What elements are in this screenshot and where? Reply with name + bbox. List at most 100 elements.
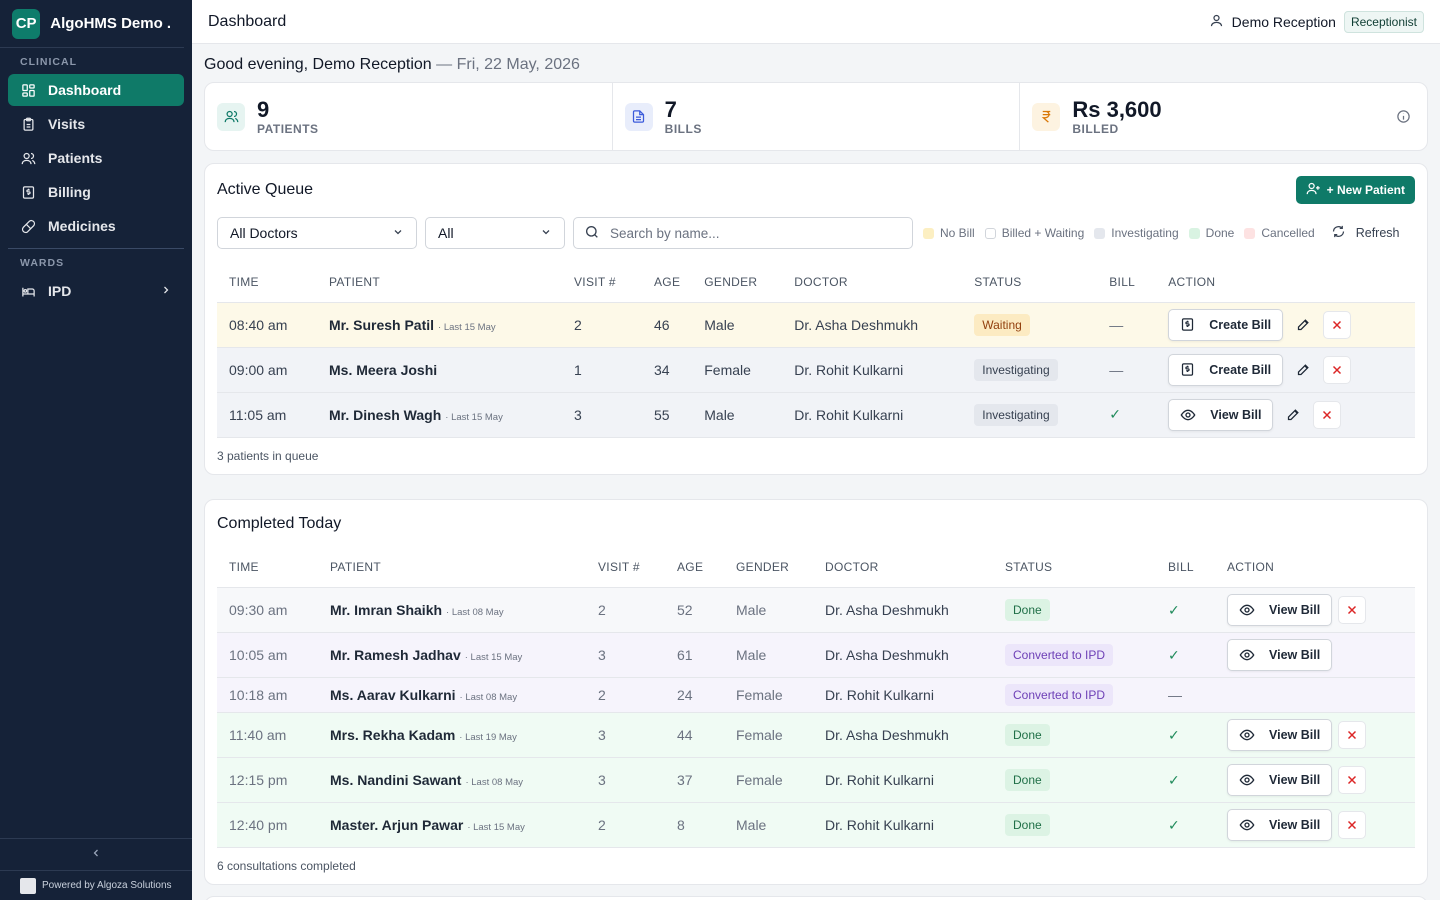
status-badge: Investigating xyxy=(974,403,1058,426)
user-plus-icon xyxy=(1306,181,1321,199)
close-icon xyxy=(1333,365,1342,374)
cancel-button[interactable] xyxy=(1323,355,1352,384)
new-patient-button[interactable]: + New Patient xyxy=(1295,176,1415,204)
sidebar-item-medicines[interactable]: Medicines xyxy=(8,210,184,242)
sidebar-item-patients[interactable]: Patients xyxy=(8,142,184,174)
visit-cell: 3 xyxy=(586,632,665,678)
table-row[interactable]: 11:40 am Mrs. Rekha Kadam · Last 19 May 3… xyxy=(217,712,1415,758)
last-visit: · Last 15 May xyxy=(445,411,503,423)
refresh-button[interactable]: Refresh xyxy=(1331,224,1400,242)
visit-cell: 3 xyxy=(586,757,665,803)
legend-swatch xyxy=(1188,227,1200,239)
age-cell: 34 xyxy=(642,347,693,393)
cancel-button[interactable] xyxy=(1338,811,1367,839)
section-label-wards: WARDS xyxy=(20,257,65,269)
edit-button[interactable] xyxy=(1289,356,1317,384)
create-bill-button[interactable]: Create Bill xyxy=(1168,353,1284,386)
table-row[interactable]: 10:18 am Ms. Aarav Kulkarni · Last 08 May… xyxy=(217,677,1415,713)
patient-cell: Mr. Ramesh Jadhav · Last 15 May xyxy=(318,632,586,678)
doctor-select[interactable]: All Doctors xyxy=(217,217,417,249)
patient-name: Ms. Aarav Kulkarni xyxy=(330,687,456,703)
last-visit: · Last 08 May xyxy=(465,777,524,788)
doctor-cell: Dr. Asha Deshmukh xyxy=(813,632,993,678)
cancel-button[interactable] xyxy=(1313,400,1342,429)
gender-cell: Male xyxy=(692,302,783,348)
chevron-down-icon xyxy=(392,225,404,241)
stat-label: PATIENTS xyxy=(257,121,319,136)
cancel-button[interactable] xyxy=(1323,310,1352,339)
sidebar-item-label: Medicines xyxy=(48,218,116,234)
doctor-cell: Dr. Rohit Kulkarni xyxy=(782,347,963,393)
table-row[interactable]: 12:40 pm Master. Arjun Pawar · Last 15 Ma… xyxy=(217,802,1415,848)
last-visit: · Last 19 May xyxy=(459,732,517,743)
view-bill-button[interactable]: View Bill xyxy=(1227,639,1333,671)
legend-label: Cancelled xyxy=(1261,226,1315,240)
brand[interactable]: CP AlgoHMS Demo ... xyxy=(0,0,184,48)
sidebar-item-billing[interactable]: Billing xyxy=(8,176,184,208)
visit-cell: 3 xyxy=(562,392,642,438)
active-queue-card: Active Queue + New Patient All Doctors A… xyxy=(204,163,1428,475)
chevron-down-icon xyxy=(540,225,552,241)
table-row[interactable]: 09:00 am Ms. Meera Joshi 1 34 Female Dr.… xyxy=(217,347,1415,393)
view-bill-button[interactable]: View Bill xyxy=(1227,719,1333,751)
sidebar-item-ipd[interactable]: IPD xyxy=(8,275,184,307)
age-cell: 24 xyxy=(665,677,724,713)
search-input[interactable]: Search by name... xyxy=(573,217,913,249)
status-cell: Done xyxy=(993,757,1156,803)
patient-cell: Ms. Aarav Kulkarni · Last 08 May xyxy=(318,677,586,713)
collapse-sidebar-button[interactable] xyxy=(0,838,192,870)
stat-value: Rs 3,600 xyxy=(1072,96,1162,122)
view-bill-button[interactable]: View Bill xyxy=(1168,398,1274,431)
view-bill-button[interactable]: View Bill xyxy=(1227,594,1333,626)
view-bill-button[interactable]: View Bill xyxy=(1227,809,1333,841)
view-bill-button[interactable]: View Bill xyxy=(1227,764,1333,796)
table-row[interactable]: 10:05 am Mr. Ramesh Jadhav · Last 15 May … xyxy=(217,632,1415,678)
edit-button[interactable] xyxy=(1289,311,1317,339)
pencil-icon xyxy=(1287,409,1299,421)
create-bill-button[interactable]: Create Bill xyxy=(1168,308,1284,341)
patient-cell: Ms. Meera Joshi xyxy=(317,347,562,393)
chevron-left-icon xyxy=(90,846,102,864)
eye-icon xyxy=(1239,817,1255,833)
completed-today-card: Completed Today TIME PATIENT VISIT # AGE… xyxy=(204,498,1428,885)
status-badge: Done xyxy=(1005,769,1050,791)
patient-name: Ms. Meera Joshi xyxy=(329,361,438,378)
action-cell: View Bill xyxy=(1215,757,1415,803)
table-row[interactable]: 08:40 am Mr. Suresh Patil · Last 15 May 2… xyxy=(217,302,1415,348)
doctor-cell: Dr. Asha Deshmukh xyxy=(813,587,993,633)
sidebar-item-label: Billing xyxy=(48,184,91,200)
column-header: ACTION xyxy=(1156,262,1415,303)
status-select-value: All xyxy=(438,225,454,241)
card-title: Active Queue xyxy=(217,181,314,198)
document-icon xyxy=(624,102,653,131)
status-select[interactable]: All xyxy=(425,217,565,249)
edit-button[interactable] xyxy=(1279,401,1307,429)
cancel-button[interactable] xyxy=(1338,596,1367,624)
table-row[interactable]: 09:30 am Mr. Imran Shaikh · Last 08 May 2… xyxy=(217,587,1415,633)
visit-cell: 2 xyxy=(562,302,642,348)
patient-name: Mr. Dinesh Wagh xyxy=(329,406,442,423)
age-cell: 8 xyxy=(665,802,724,848)
sidebar-item-visits[interactable]: Visits xyxy=(8,108,184,140)
age-cell: 52 xyxy=(665,587,724,633)
user-menu[interactable]: Demo Reception Receptionist xyxy=(1209,10,1424,33)
active-queue-table: TIME PATIENT VISIT # AGE GENDER DOCTOR S… xyxy=(217,262,1415,438)
button-label: View Bill xyxy=(1269,603,1321,617)
table-row[interactable]: 12:15 pm Ms. Nandini Sawant · Last 08 May… xyxy=(217,757,1415,803)
info-icon[interactable] xyxy=(1396,109,1411,129)
time-cell: 12:15 pm xyxy=(217,757,318,803)
sidebar-item-dashboard[interactable]: Dashboard xyxy=(8,74,184,106)
powered-by-text: Powered by Algoza Solutions xyxy=(42,880,172,891)
cancel-button[interactable] xyxy=(1338,721,1367,749)
sidebar-item-label: IPD xyxy=(48,283,72,299)
patient-cell: Master. Arjun Pawar · Last 15 May xyxy=(318,802,586,848)
powered-by: Powered by Algoza Solutions xyxy=(0,870,192,900)
table-row[interactable]: 11:05 am Mr. Dinesh Wagh · Last 15 May 3 … xyxy=(217,392,1415,438)
doctor-cell: Dr. Rohit Kulkarni xyxy=(782,392,963,438)
bill-cell: ✓ xyxy=(1156,632,1215,678)
stat-label: BILLS xyxy=(664,121,702,136)
queue-count: 3 patients in queue xyxy=(217,448,319,463)
doctor-cell: Dr. Asha Deshmukh xyxy=(782,302,963,348)
action-cell: View Bill xyxy=(1156,392,1415,438)
cancel-button[interactable] xyxy=(1338,766,1367,794)
